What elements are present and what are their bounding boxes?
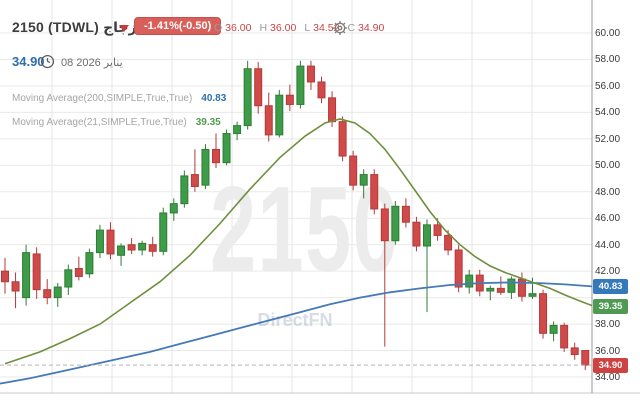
y-axis-tick: 56.00: [595, 80, 621, 92]
y-axis-tick: 44.00: [595, 239, 621, 251]
indicator-label: Moving Average(200,SIMPLE,True,True): [12, 93, 193, 104]
open-value: 36.00: [225, 22, 252, 34]
watermark-brand: DirectFN: [257, 310, 333, 330]
y-axis-tick: 46.00: [595, 213, 621, 225]
indicator-label: Moving Average(21,SIMPLE,True,True): [12, 117, 187, 128]
open-label: O: [214, 22, 223, 34]
close-value: 34.90: [358, 22, 385, 34]
high-value: 36.00: [270, 22, 297, 34]
symbol-title[interactable]: 2150 (TDWL) زجاج: [12, 19, 137, 35]
indicator-value: 39.35: [195, 117, 221, 128]
last-price-badge: 34.90: [593, 357, 628, 373]
settings-gear-icon[interactable]: [332, 20, 348, 36]
ohlc-readout: O 36.00 H 36.00 L 34.52 C 34.90: [214, 22, 392, 34]
y-axis-tick: 52.00: [595, 133, 621, 145]
change-badge: -1.41%(-0.50): [134, 17, 222, 35]
ma200-price-badge: 40.83: [593, 279, 628, 295]
dropdown-caret-icon[interactable]: [119, 25, 129, 32]
y-axis-tick: 50.00: [595, 160, 621, 172]
last-price-label: 34.90: [12, 54, 45, 69]
y-axis-tick: 54.00: [595, 107, 621, 119]
y-axis-tick: 38.00: [595, 319, 621, 331]
watermark-symbol: 2150: [210, 161, 400, 297]
low-value: 34.52: [313, 22, 340, 34]
indicator-row-ma21[interactable]: Moving Average(21,SIMPLE,True,True) 39.35: [12, 117, 221, 128]
clock-icon: [40, 54, 55, 69]
y-axis-tick: 58.00: [595, 54, 621, 66]
high-label: H: [259, 22, 268, 34]
indicator-value: 40.83: [201, 93, 227, 104]
y-axis-tick: 36.00: [595, 345, 621, 357]
close-label: C: [347, 22, 356, 34]
y-axis-tick: 42.00: [595, 266, 621, 278]
low-label: L: [304, 22, 311, 34]
y-axis-tick: 34.00: [595, 372, 621, 383]
y-axis-tick: 60.00: [595, 28, 621, 39]
ma21-price-badge: 39.35: [593, 298, 628, 314]
y-axis-tick: 48.00: [595, 186, 621, 198]
indicator-row-ma200[interactable]: Moving Average(200,SIMPLE,True,True) 40.8…: [12, 93, 226, 104]
date-label: 08 2026 يناير: [61, 57, 123, 69]
